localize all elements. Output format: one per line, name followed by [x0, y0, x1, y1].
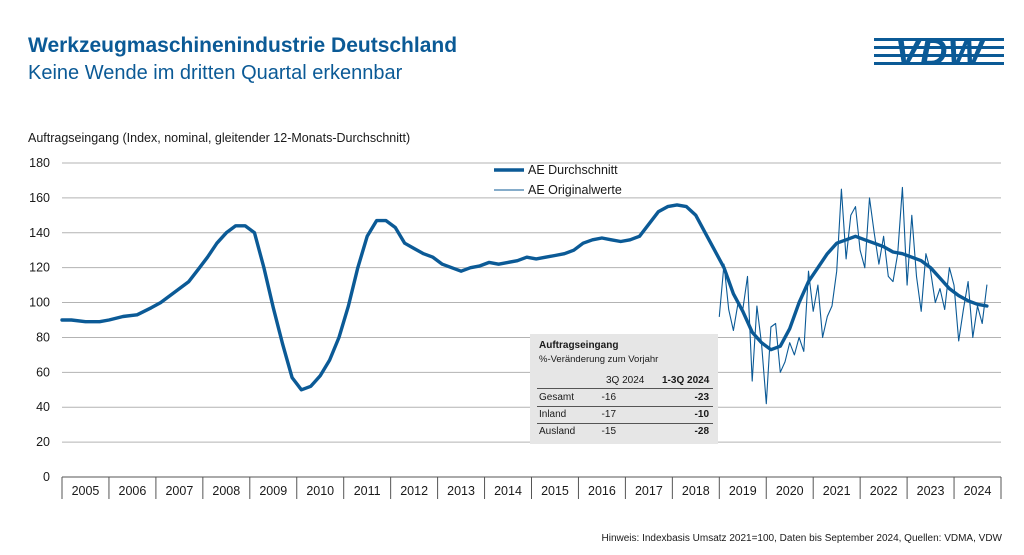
y-tick-label: 100	[29, 296, 50, 310]
y-tick-label: 60	[36, 365, 50, 379]
x-tick-label: 2024	[964, 484, 992, 498]
table-row: Gesamt -16 -23	[530, 392, 718, 408]
table-rule	[537, 423, 713, 424]
y-tick-label: 80	[36, 330, 50, 344]
row-value-3q: -15	[601, 426, 616, 437]
x-tick-label: 2021	[823, 484, 851, 498]
legend-label: AE Durchschnitt	[528, 163, 618, 177]
table-rule	[537, 388, 713, 389]
table-header-3q: 3Q 2024	[606, 375, 645, 386]
logo-text: VDW	[895, 32, 987, 70]
x-tick-label: 2022	[870, 484, 898, 498]
x-tick-label: 2013	[447, 484, 475, 498]
x-tick-label: 2018	[682, 484, 710, 498]
y-tick-label: 20	[36, 435, 50, 449]
chart-subtitle: Keine Wende im dritten Quartal erkennbar	[28, 62, 403, 84]
x-tick-label: 2015	[541, 484, 569, 498]
row-label: Inland	[539, 409, 567, 420]
row-value-3q: -17	[601, 409, 616, 420]
row-value-1-3q: -23	[694, 392, 709, 403]
legend-label: AE Originalwerte	[528, 183, 622, 197]
summary-table: Auftragseingang %-Veränderung zum Vorjah…	[530, 334, 718, 444]
x-tick-label: 2009	[259, 484, 287, 498]
table-row: Ausland -15 -28	[530, 426, 718, 442]
x-tick-label: 2007	[165, 484, 193, 498]
x-tick-label: 2005	[72, 484, 100, 498]
y-tick-label: 180	[29, 156, 50, 170]
table-header-1-3q: 1-3Q 2024	[662, 375, 710, 386]
series-line-original	[718, 186, 988, 405]
row-label: Ausland	[539, 426, 576, 437]
y-tick-label: 120	[29, 261, 50, 275]
x-tick-label: 2017	[635, 484, 663, 498]
x-tick-label: 2011	[354, 484, 381, 498]
row-value-1-3q: -10	[694, 409, 709, 420]
chart-title: Werkzeugmaschinenindustrie Deutschland	[28, 34, 458, 57]
footnote: Hinweis: Indexbasis Umsatz 2021=100, Dat…	[601, 533, 1002, 544]
row-value-1-3q: -28	[694, 426, 709, 437]
x-tick-label: 2010	[306, 484, 334, 498]
y-tick-label: 0	[43, 470, 50, 484]
table-title: Auftragseingang	[539, 340, 619, 351]
y-tick-label: 140	[29, 226, 50, 240]
x-tick-label: 2023	[917, 484, 945, 498]
y-tick-label: 160	[29, 191, 50, 205]
x-tick-label: 2008	[212, 484, 240, 498]
x-tick-label: 2019	[729, 484, 757, 498]
x-tick-label: 2014	[494, 484, 522, 498]
row-label: Gesamt	[539, 392, 575, 403]
x-tick-label: 2016	[588, 484, 616, 498]
x-tick-label: 2020	[776, 484, 804, 498]
y-tick-label: 40	[36, 400, 50, 414]
y-axis-label: Auftragseingang (Index, nominal, gleiten…	[28, 131, 411, 145]
row-value-3q: -16	[601, 392, 616, 403]
series-line-average	[60, 203, 989, 392]
vdw-logo: VDW	[874, 32, 1004, 70]
table-rule	[537, 406, 713, 407]
x-tick-label: 2012	[400, 484, 428, 498]
table-subtitle: %-Veränderung zum Vorjahr	[539, 354, 659, 365]
x-tick-label: 2006	[119, 484, 147, 498]
table-row: Inland -17 -10	[530, 409, 718, 425]
